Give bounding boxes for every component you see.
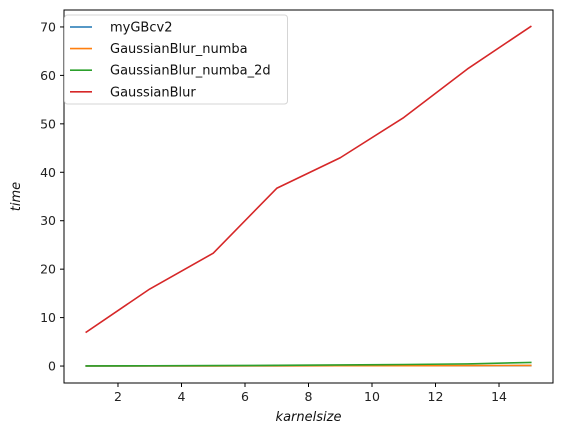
y-tick-label: 10 (40, 310, 56, 325)
x-tick-label: 14 (491, 389, 507, 404)
x-tick-label: 10 (364, 389, 380, 404)
y-tick-label: 20 (40, 262, 56, 277)
x-axis-ticks: 2 4 6 8 10 12 14 (114, 383, 507, 404)
y-tick-label: 30 (40, 213, 56, 228)
y-tick-label: 40 (40, 165, 56, 180)
x-tick-label: 4 (178, 389, 186, 404)
y-tick-label: 70 (40, 19, 56, 34)
x-tick-label: 12 (428, 389, 444, 404)
x-tick-label: 2 (114, 389, 122, 404)
x-tick-label: 8 (305, 389, 313, 404)
x-axis-label: karnelsize (276, 410, 342, 425)
y-tick-label: 50 (40, 116, 56, 131)
series-lines (85, 25, 532, 367)
legend-label: GaussianBlur_numba (110, 42, 248, 57)
x-tick-label: 6 (241, 389, 249, 404)
legend-label: myGBcv2 (110, 21, 172, 36)
legend-label: GaussianBlur (110, 85, 196, 100)
legend-box (64, 14, 288, 105)
y-axis-ticks: 0 10 20 30 40 50 60 70 (40, 19, 64, 374)
y-axis-label: time (9, 182, 24, 211)
series-line-3 (85, 25, 532, 334)
legend: myGBcv2 GaussianBlur_numba GaussianBlur_nu… (64, 14, 288, 105)
plot-frame (63, 9, 554, 384)
y-tick-label: 0 (48, 359, 56, 374)
legend-label: GaussianBlur_numba_2d (110, 64, 271, 79)
series-line-2 (85, 361, 532, 367)
y-tick-label: 60 (40, 68, 56, 83)
